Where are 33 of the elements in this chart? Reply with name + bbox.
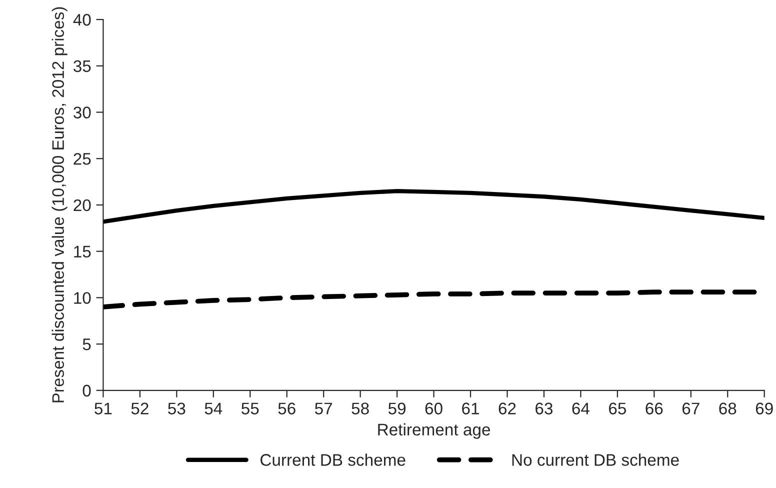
- x-tick-label: 64: [572, 402, 590, 414]
- legend-label: Current DB scheme: [260, 454, 406, 466]
- y-tick-label: 5: [82, 338, 91, 350]
- x-tick-label: 57: [314, 402, 332, 414]
- y-tick-label: 10: [74, 292, 91, 304]
- y-tick-label: 35: [74, 60, 91, 72]
- x-tick-label: 66: [646, 402, 663, 414]
- x-tick-label: 59: [388, 402, 406, 414]
- legend-label: No current DB scheme: [512, 454, 679, 466]
- x-tick-label: 68: [719, 402, 736, 414]
- x-tick-label: 58: [352, 402, 369, 414]
- x-tick-label: 62: [498, 402, 516, 414]
- x-tick-label: 61: [462, 402, 479, 414]
- x-tick-label: 55: [242, 402, 259, 414]
- x-tick-label: 69: [756, 402, 773, 414]
- y-tick-label: 40: [73, 14, 91, 26]
- x-axis-title: Retirement age: [378, 423, 490, 439]
- x-tick-label: 65: [609, 402, 626, 414]
- x-tick-label: 53: [168, 402, 186, 414]
- y-tick-label: 25: [74, 153, 91, 165]
- x-tick-label: 52: [131, 402, 148, 414]
- x-tick-label: 63: [536, 402, 553, 414]
- x-tick-label: 56: [278, 402, 296, 414]
- y-tick-label: 20: [74, 199, 91, 212]
- y-tick-label: 0: [82, 384, 91, 397]
- x-tick-label: 67: [682, 402, 700, 414]
- y-axis-title: Present discounted value (10,000 Euros, 2012 prices): [52, 7, 68, 402]
- y-tick-label: 30: [74, 106, 91, 118]
- line-series: [103, 188, 764, 224]
- x-tick-label: 54: [204, 402, 222, 414]
- x-tick-label: 51: [94, 402, 112, 414]
- x-tick-label: 60: [425, 402, 442, 414]
- y-tick-label: 15: [74, 246, 91, 258]
